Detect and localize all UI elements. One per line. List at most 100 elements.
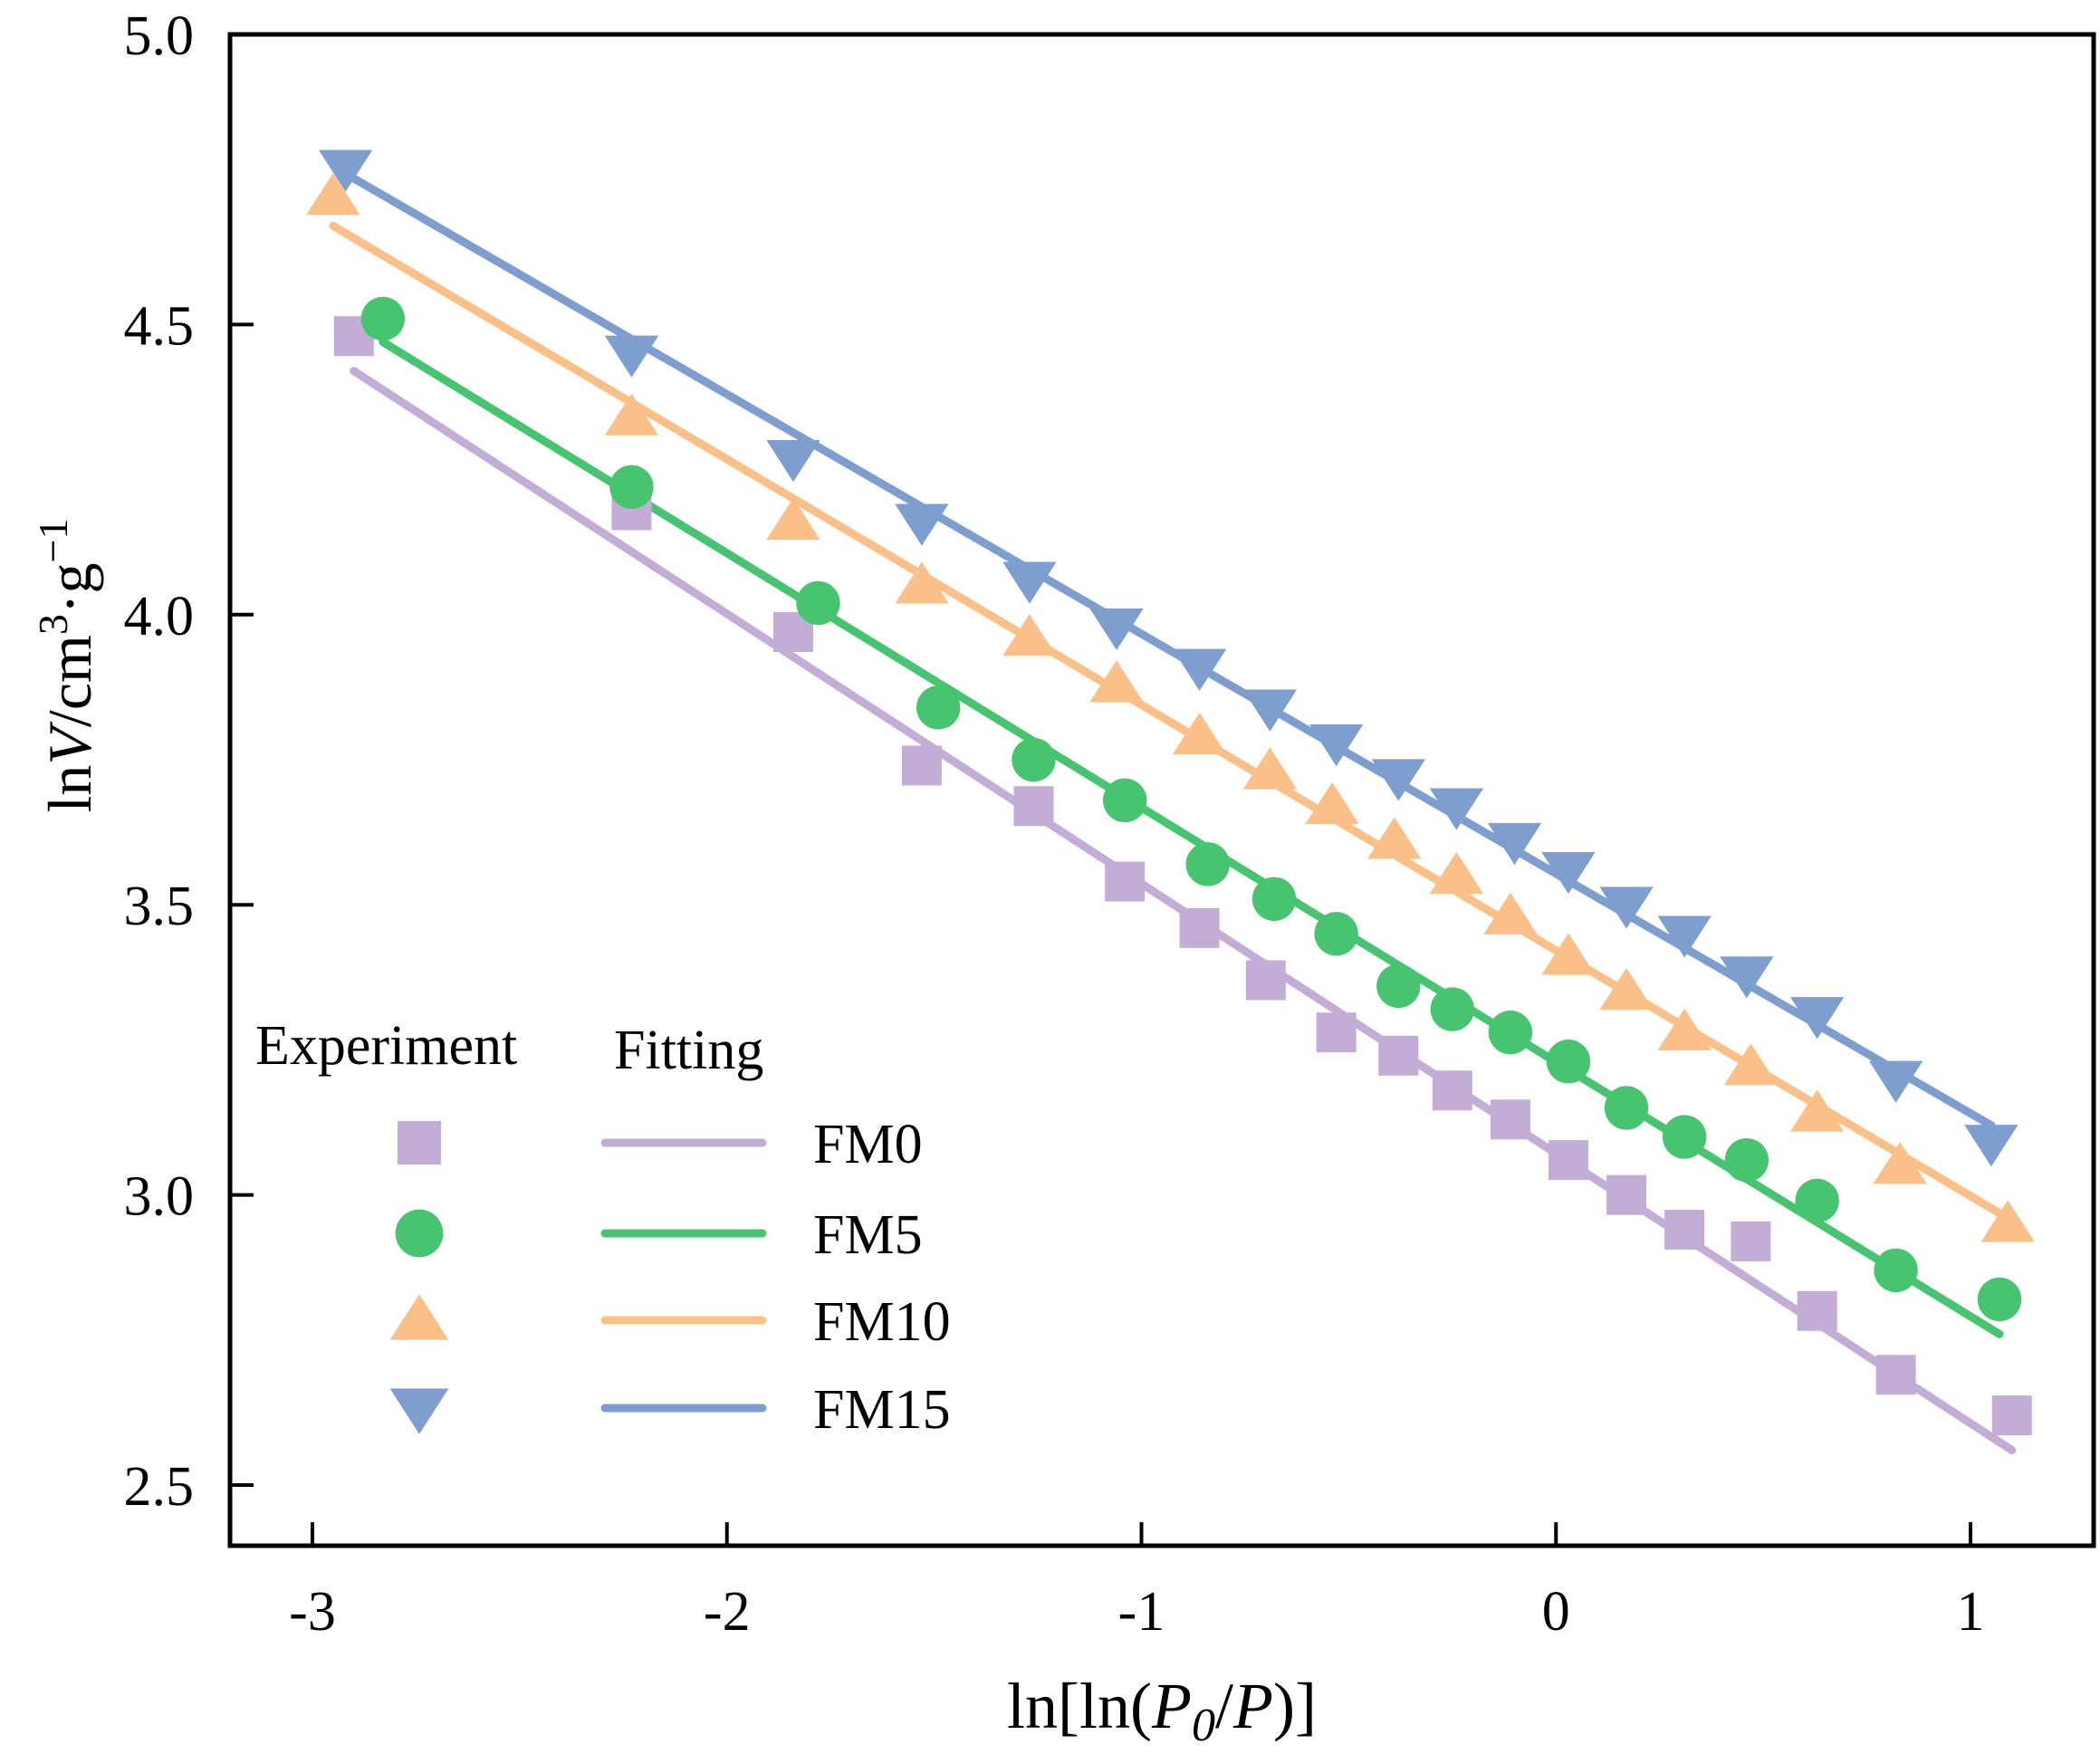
data-point-fm15 [1541, 851, 1596, 895]
data-point-fm5 [360, 296, 406, 341]
legend-label-fm0: FM0 [813, 1114, 923, 1175]
x-tick-label: -3 [289, 1581, 336, 1643]
data-point-fm15 [604, 335, 659, 378]
data-point-fm5 [1724, 1137, 1769, 1183]
data-point-fm5 [916, 685, 961, 730]
data-point-fm10 [1242, 747, 1298, 790]
data-point-fm15 [1720, 956, 1774, 999]
y-axis-label-part: ·g [35, 562, 104, 614]
y-tick-label: 3.0 [124, 1166, 195, 1228]
fit-line-fm15 [341, 169, 1996, 1130]
data-point-fm0 [1432, 1070, 1472, 1111]
data-point-fm10 [1089, 660, 1144, 703]
data-point-fm0 [901, 745, 942, 786]
data-point-fm0 [1179, 907, 1220, 948]
y-tick-label: 4.5 [124, 295, 195, 357]
x-tick-label: -2 [704, 1581, 751, 1643]
data-point-fm0 [1875, 1355, 1916, 1395]
data-point-fm5 [1604, 1086, 1649, 1130]
plot-frame [227, 32, 2096, 1548]
data-point-fm10 [895, 561, 949, 604]
y-tick-label: 2.5 [124, 1456, 195, 1518]
legend: Experiment Fitting FM0 FM5 FM10 FM15 [255, 1015, 951, 1441]
y-axis-label: lnV/cm3·g−1 [30, 518, 104, 812]
x-tick-label: 1 [1957, 1581, 1985, 1643]
data-point-fm5 [1546, 1040, 1591, 1084]
data-point-fm10 [1980, 1200, 2035, 1242]
data-point-fm5 [1795, 1178, 1839, 1223]
x-axis-label-part: / [1215, 1670, 1233, 1742]
legend-marker-fm15 [389, 1388, 449, 1434]
data-point-fm5 [1488, 1010, 1533, 1055]
data-point-fm10 [1873, 1142, 1927, 1184]
data-point-fm15 [1309, 724, 1364, 767]
data-point-fm0 [1548, 1140, 1588, 1181]
data-point-fm0 [1105, 861, 1146, 902]
data-point-fm10 [604, 393, 659, 436]
y-tick-label: 4.0 [124, 586, 195, 647]
legend-header-fitting: Fitting [614, 1020, 763, 1081]
data-point-fm10 [1305, 781, 1359, 825]
data-point-fm15 [318, 149, 373, 192]
data-point-fm5 [1102, 778, 1147, 823]
data-point-fm5 [609, 465, 654, 510]
data-point-fm15 [1089, 608, 1144, 651]
data-point-fm5 [1662, 1115, 1707, 1159]
legend-label-fm15: FM15 [813, 1379, 951, 1441]
legend-header-experiment: Experiment [255, 1015, 517, 1077]
data-point-fm10 [1172, 712, 1227, 755]
data-point-fm15 [895, 503, 949, 546]
y-tick-label: 3.5 [124, 876, 195, 937]
data-point-fm5 [1251, 877, 1297, 921]
data-point-fm15 [1657, 915, 1712, 958]
data-point-fm15 [1371, 759, 1426, 801]
data-point-fm15 [1599, 887, 1654, 929]
data-point-fm10 [1483, 892, 1538, 935]
data-point-fm5 [1314, 912, 1358, 956]
data-point-fm0 [1664, 1210, 1705, 1251]
data-point-fm5 [1874, 1248, 1918, 1293]
data-layer [306, 149, 2035, 1455]
data-point-fm15 [1789, 997, 1845, 1040]
data-point-fm10 [1657, 1008, 1712, 1050]
legend-marker-fm5 [395, 1209, 444, 1258]
legend-label-fm10: FM10 [813, 1291, 951, 1353]
legend-entries: FM0 FM5 FM10 FM15 [389, 1114, 951, 1441]
data-point-fm15 [1172, 648, 1227, 691]
data-point-fm15 [766, 439, 820, 483]
data-point-fm15 [1487, 822, 1542, 866]
data-point-fm0 [1490, 1099, 1530, 1140]
data-point-fm10 [1541, 933, 1596, 975]
data-point-fm5 [1185, 842, 1230, 887]
data-point-fm10 [1599, 967, 1654, 1011]
data-point-fm5 [1977, 1277, 2022, 1322]
data-point-fm5 [1376, 963, 1421, 1009]
data-point-fm0 [1606, 1174, 1647, 1215]
data-point-fm10 [1723, 1043, 1779, 1086]
legend-label-fm5: FM5 [813, 1204, 923, 1266]
x-axis-label: ln[ln(P0/P)] [1007, 1670, 1317, 1751]
x-axis-label-part: P [1151, 1670, 1192, 1742]
axes-layer: -3 -2 -1 0 1 2.5 3.0 3.5 4.0 4.5 5.0 [124, 5, 1985, 1643]
data-point-fm15 [1429, 788, 1484, 830]
y-axis-label-part: ln [35, 765, 104, 813]
y-axis-label-part: −1 [30, 518, 76, 562]
legend-marker-fm10 [389, 1294, 449, 1340]
data-point-fm0 [1013, 786, 1054, 827]
data-point-fm5 [796, 580, 840, 626]
x-axis-label-part: 0 [1192, 1700, 1215, 1751]
data-point-fm10 [1002, 614, 1057, 657]
data-point-fm0 [1797, 1290, 1837, 1331]
x-tick-label: -1 [1118, 1581, 1165, 1643]
y-axis-label-part: /cm [35, 635, 104, 727]
data-point-fm15 [1964, 1125, 2018, 1167]
data-point-fm5 [1012, 737, 1056, 782]
data-point-fm10 [766, 497, 820, 541]
data-point-fm10 [1367, 817, 1422, 859]
data-point-fm0 [1731, 1221, 1771, 1261]
data-point-fm0 [1378, 1035, 1419, 1076]
data-point-fm10 [306, 173, 360, 216]
x-axis-label-part: )] [1273, 1670, 1317, 1742]
y-axis-label-part: V [35, 721, 104, 765]
